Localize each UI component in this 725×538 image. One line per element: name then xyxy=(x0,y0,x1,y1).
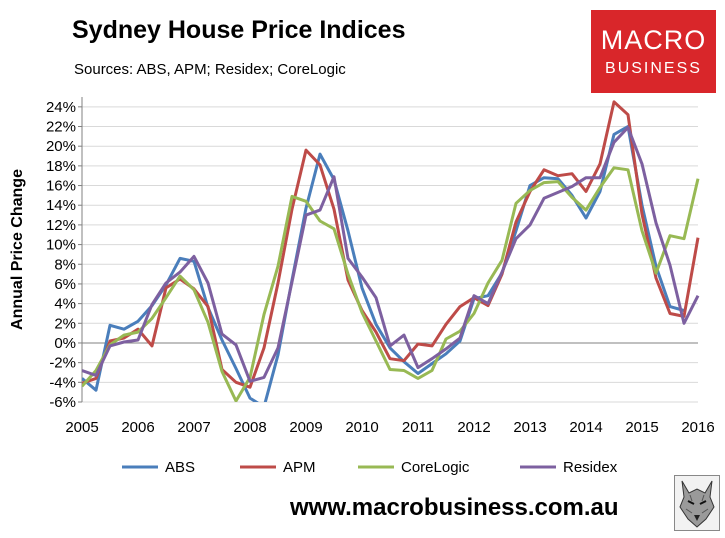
x-tick-label: 2013 xyxy=(513,419,546,436)
y-tick-label: 10% xyxy=(46,237,76,254)
legend-label-corelogic: CoreLogic xyxy=(401,459,470,476)
y-tick-label: -6% xyxy=(49,394,76,411)
y-tick-label: 16% xyxy=(46,178,76,195)
y-axis-label: Annual Price Change xyxy=(9,169,26,330)
x-tick-label: 2008 xyxy=(233,419,266,436)
chart-subtitle: Sources: ABS, APM; Residex; CoreLogic xyxy=(74,61,346,78)
wolf-logo-icon xyxy=(674,475,720,531)
x-tick-label: 2010 xyxy=(345,419,378,436)
y-tick-label: 0% xyxy=(54,335,76,352)
y-tick-label: 6% xyxy=(54,276,76,293)
series-line-abs xyxy=(82,125,685,402)
y-tick-label: 2% xyxy=(54,315,76,332)
y-tick-label: -4% xyxy=(49,374,76,391)
legend-label-abs: ABS xyxy=(165,459,195,476)
x-tick-label: 2006 xyxy=(121,419,154,436)
y-tick-label: 22% xyxy=(46,119,76,136)
y-tick-label: 4% xyxy=(54,296,76,313)
y-tick-label: 18% xyxy=(46,158,76,175)
x-tick-label: 2009 xyxy=(289,419,322,436)
y-tick-label: 14% xyxy=(46,197,76,214)
y-tick-label: 20% xyxy=(46,138,76,155)
x-tick-label: 2016 xyxy=(681,419,714,436)
macrobusiness-logo: MACRO BUSINESS xyxy=(591,10,716,93)
x-tick-label: 2015 xyxy=(625,419,658,436)
x-tick-label: 2014 xyxy=(569,419,602,436)
legend-label-residex: Residex xyxy=(563,459,618,476)
y-tick-label: 12% xyxy=(46,217,76,234)
chart-title: Sydney House Price Indices xyxy=(72,16,406,44)
x-tick-label: 2012 xyxy=(457,419,490,436)
x-tick-label: 2007 xyxy=(177,419,210,436)
y-tick-label: 24% xyxy=(46,99,76,116)
x-tick-label: 2011 xyxy=(402,419,434,436)
logo-text-business: BUSINESS xyxy=(605,60,702,77)
series-line-residex xyxy=(82,126,700,383)
footer-url: www.macrobusiness.com.au xyxy=(290,494,619,521)
logo-text-macro: MACRO xyxy=(600,25,707,55)
x-tick-label: 2005 xyxy=(65,419,98,436)
series-line-corelogic xyxy=(82,166,700,402)
y-tick-label: -2% xyxy=(49,355,76,372)
y-tick-label: 8% xyxy=(54,256,76,273)
legend-label-apm: APM xyxy=(283,459,316,476)
